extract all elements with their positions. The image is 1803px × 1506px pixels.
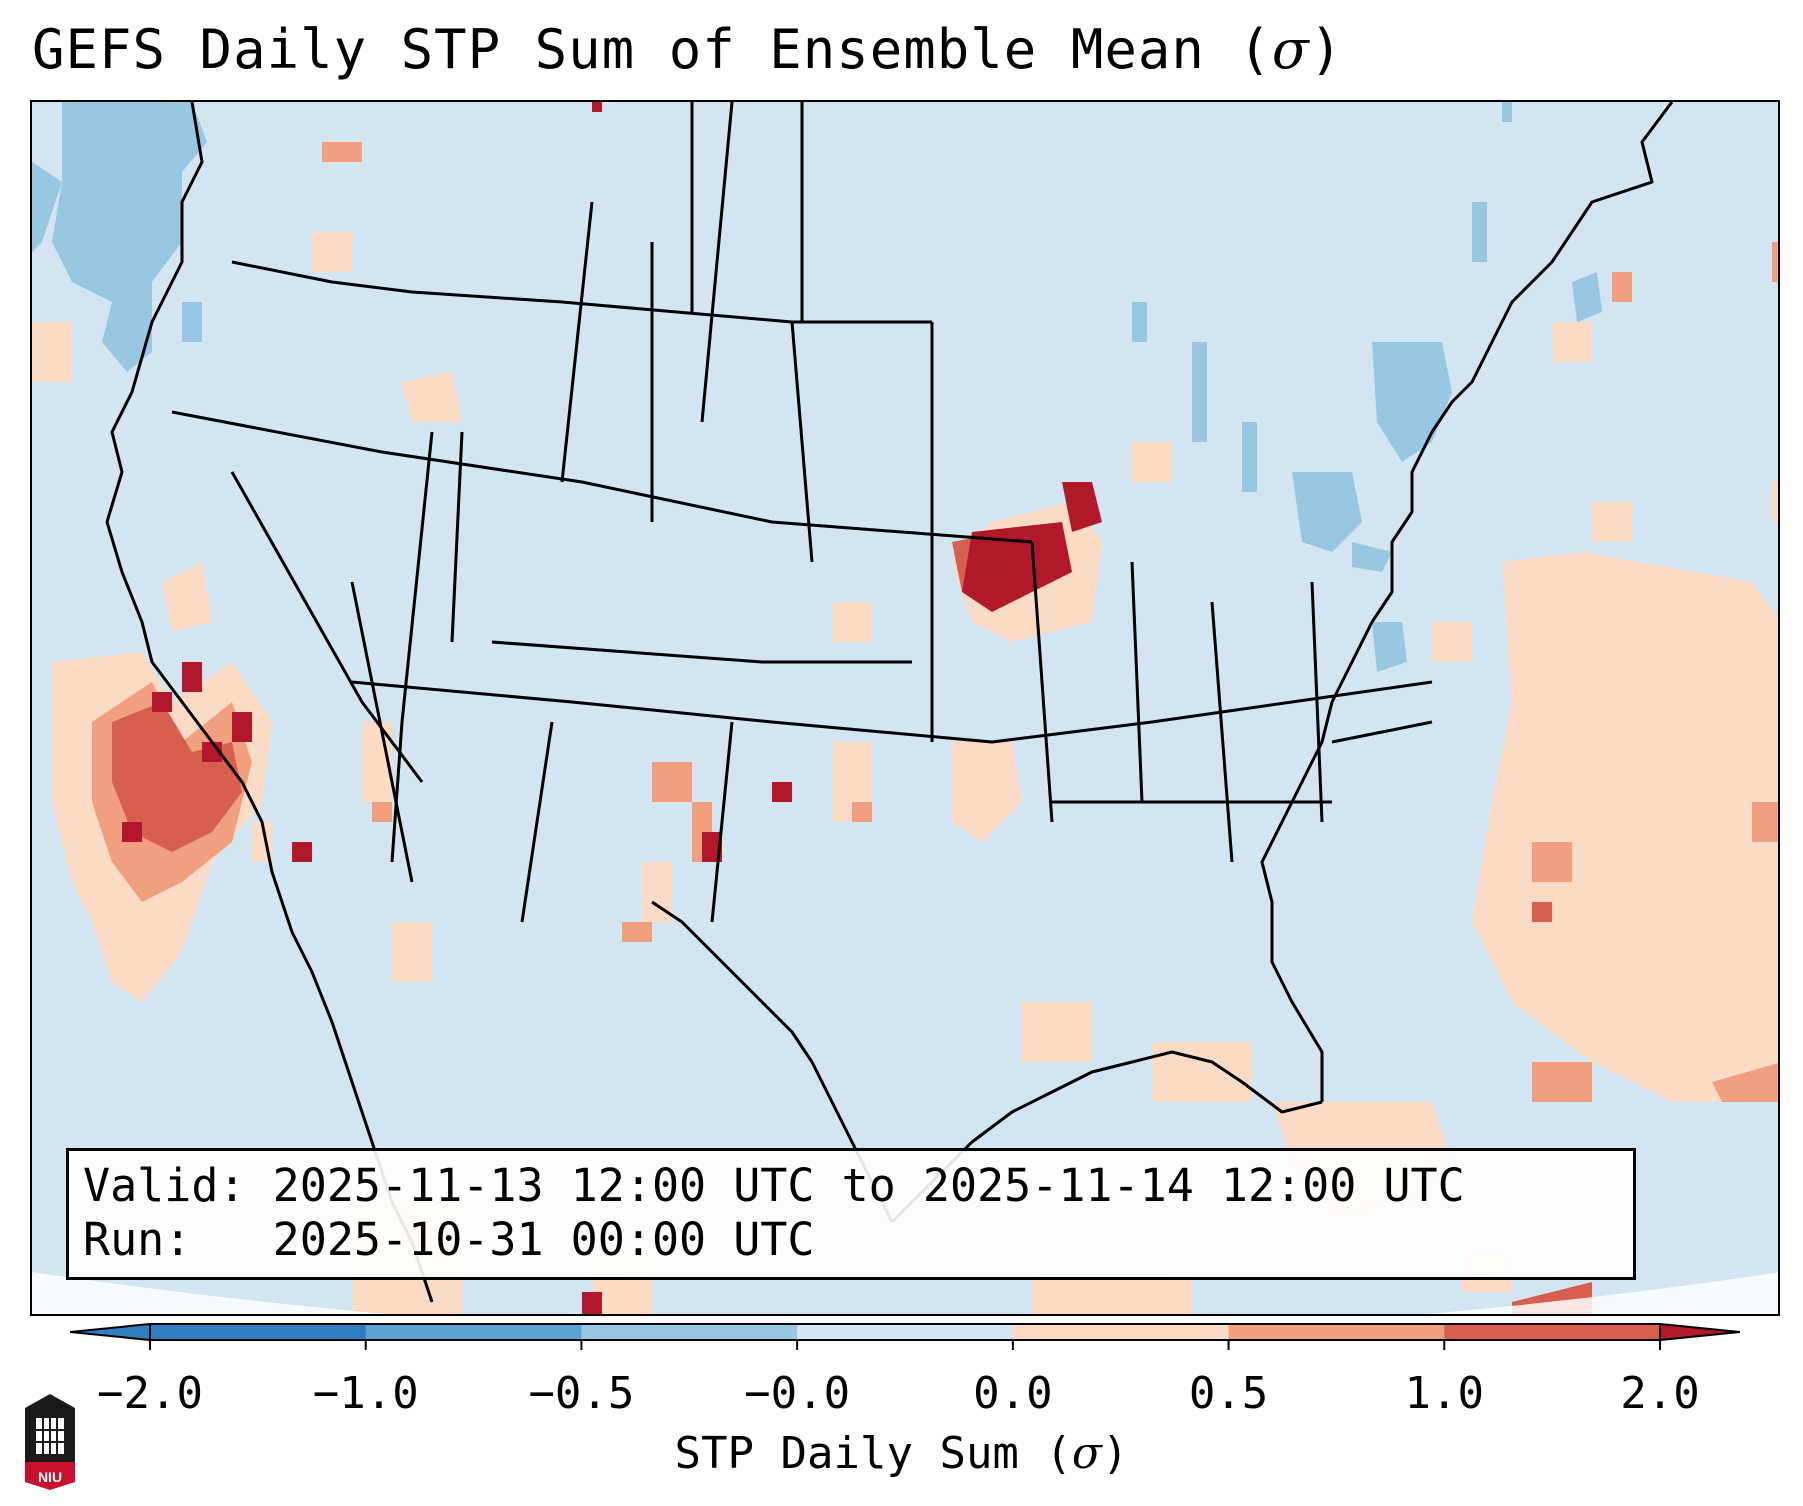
anomaly-map (32, 102, 1778, 1314)
colorbar-tick-label: 0.5 (1188, 1368, 1269, 1419)
colorbar-tick-label: 2.0 (1620, 1368, 1700, 1419)
colorbar-tick-label: −0.0 (744, 1368, 851, 1419)
colorbar-tick-label: 0.0 (973, 1368, 1053, 1419)
run-line: Run: 2025-10-31 00:00 UTC (83, 1213, 815, 1266)
colorbar-extend-high (1659, 1322, 1740, 1342)
coastlines-and-borders (105, 102, 1674, 1303)
strong-positive-shading (122, 102, 1102, 1314)
niu-logo: NIU (25, 1394, 75, 1490)
colorbar-tick-label: −0.5 (528, 1368, 635, 1419)
valid-time-box: Valid: 2025-11-13 12:00 UTC to 2025-11-1… (66, 1148, 1636, 1280)
colorbar-segment (1012, 1324, 1230, 1340)
colorbar-segment (1444, 1324, 1661, 1340)
colorbar-segment (581, 1324, 798, 1340)
svg-text:NIU: NIU (38, 1469, 62, 1485)
colorbar (70, 1322, 1740, 1350)
negative-anomaly-shading (32, 102, 1602, 672)
valid-line: Valid: 2025-11-13 12:00 UTC to 2025-11-1… (83, 1159, 1465, 1212)
colorbar-label: STP Daily Sum (σ) (674, 1428, 1129, 1479)
colorbar-segment (1228, 1324, 1445, 1340)
map-title: GEFS Daily STP Sum of Ensemble Mean (σ) (32, 18, 1344, 81)
colorbar-tick-label: −1.0 (312, 1368, 419, 1419)
colorbar-tick-label: 1.0 (1404, 1368, 1485, 1419)
colorbar-segment (797, 1324, 1014, 1340)
map-panel (30, 100, 1780, 1316)
projection-edge (32, 1272, 1778, 1314)
colorbar-tick-label: −2.0 (97, 1368, 203, 1419)
colorbar-segment (150, 1324, 367, 1340)
colorbar-segment (365, 1324, 582, 1340)
colorbar-extend-low (70, 1322, 151, 1342)
